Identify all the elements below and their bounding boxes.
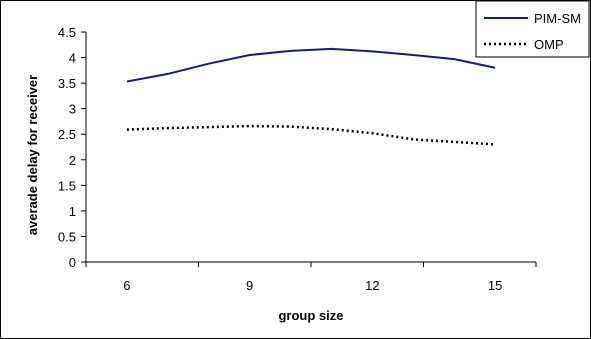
legend-label-omp: OMP: [534, 37, 564, 52]
legend-label-pim-sm: PIM-SM: [534, 11, 581, 26]
y-tick-label: 2.5: [58, 127, 76, 142]
legend: PIM-SM OMP: [475, 0, 590, 58]
y-tick-label: 1: [69, 204, 76, 219]
y-tick-label: 4.5: [58, 25, 76, 40]
series-line-pim-sm: [126, 47, 496, 83]
y-tick-label: 0: [69, 255, 76, 270]
legend-box: [475, 0, 590, 58]
y-axis-title: averade delay for receiver: [25, 75, 40, 235]
x-tick-label: 9: [246, 278, 253, 293]
series-line-omp: [126, 124, 496, 146]
x-tick-label: 12: [365, 278, 379, 293]
y-tick-label: 0.5: [58, 229, 76, 244]
series-lines: [126, 47, 496, 146]
y-axis: 0 0.5 1 1.5 2 2.5 3 3.5 4 4.5: [58, 25, 87, 270]
x-tick-label: 6: [123, 278, 130, 293]
x-axis-title: group size: [278, 308, 343, 323]
y-tick-label: 4: [69, 51, 76, 66]
y-tick-label: 2: [69, 153, 76, 168]
x-axis: 6 9 12 15: [85, 261, 537, 293]
y-tick-label: 3: [69, 102, 76, 117]
x-tick-label: 15: [488, 278, 502, 293]
y-tick-label: 1.5: [58, 178, 76, 193]
y-tick-label: 3.5: [58, 76, 76, 91]
